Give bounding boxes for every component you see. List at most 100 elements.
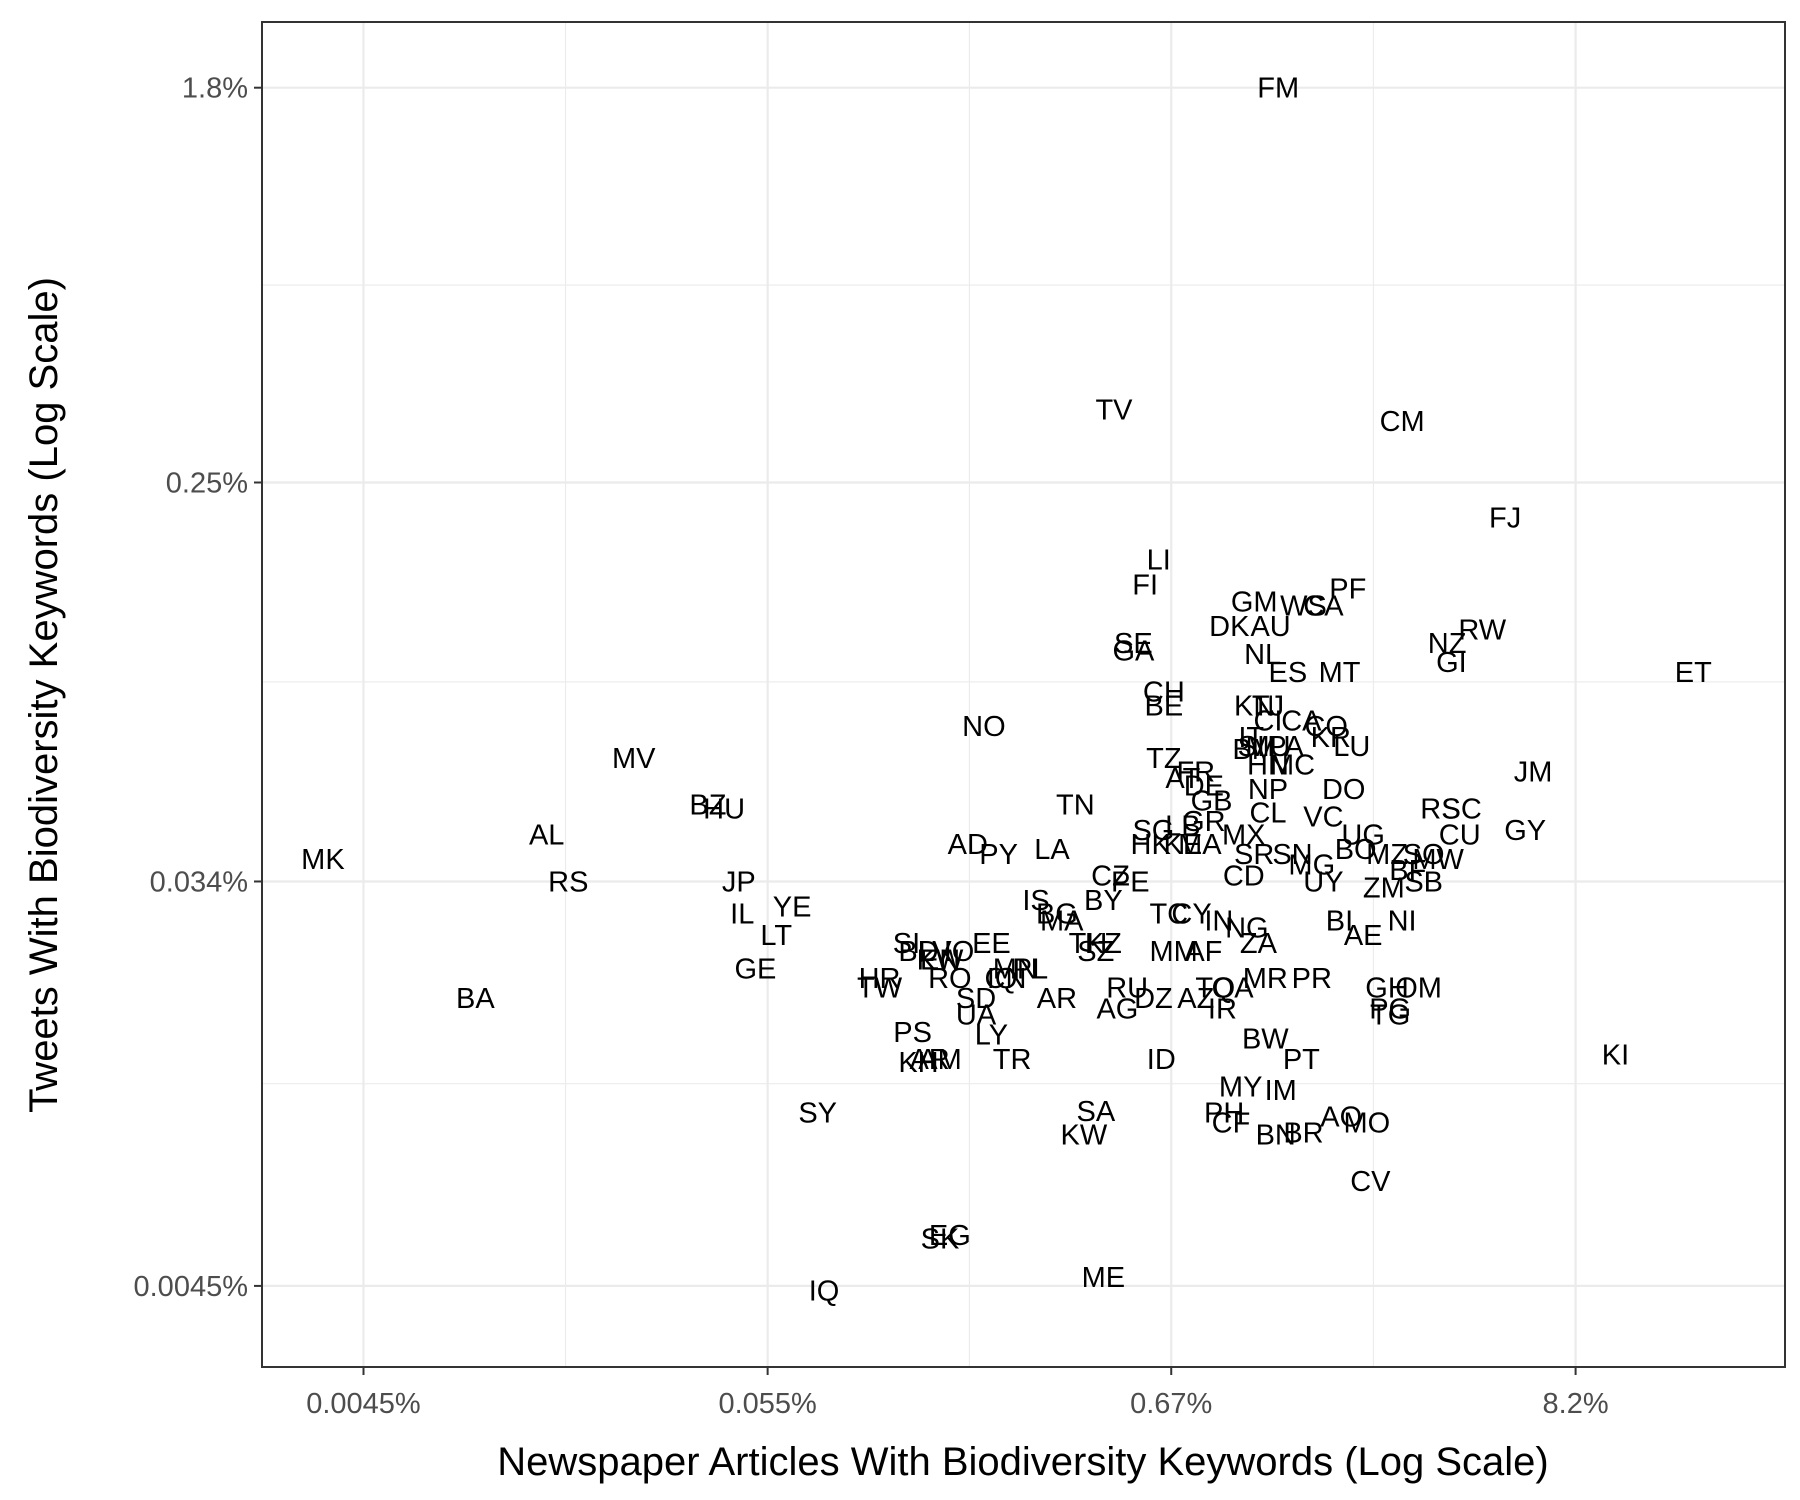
point-label-hn: HN	[1247, 750, 1289, 782]
point-label-rs: RS	[1420, 793, 1460, 825]
point-label-pt: PT	[1283, 1044, 1320, 1076]
point-label-bm: BM	[1232, 734, 1276, 766]
point-label-ma: MA	[1178, 829, 1222, 861]
y-tick-label: 0.034%	[150, 866, 248, 898]
point-label-mz: MZ	[1366, 839, 1408, 871]
point-label-am: AM	[918, 1044, 962, 1076]
point-label-li: LI	[1147, 545, 1171, 577]
point-label-gr: GR	[1182, 806, 1226, 838]
point-label-ro: RO	[928, 963, 972, 995]
point-label-ws: WS	[1280, 591, 1327, 623]
point-label-fm: FM	[1257, 73, 1299, 105]
point-label-ph: PH	[1204, 1098, 1244, 1130]
point-label-ua: UA	[956, 999, 997, 1031]
point-label-bz: BZ	[689, 789, 726, 821]
point-label-by: BY	[1084, 885, 1123, 917]
point-label-dz: DZ	[1134, 983, 1173, 1015]
point-label-ng: NG	[1225, 913, 1269, 945]
point-label-ag: AG	[1096, 994, 1138, 1026]
point-label-mc: MC	[1270, 750, 1315, 782]
point-label-at: AT	[1165, 763, 1200, 795]
point-label-au: AU	[1250, 611, 1290, 643]
point-label-do: DO	[1322, 774, 1366, 806]
point-label-jm: JM	[1514, 756, 1553, 788]
point-label-pa: PA	[1267, 731, 1304, 763]
point-label-bn: BN	[1256, 1119, 1296, 1151]
point-label-pf: PF	[1329, 574, 1366, 606]
point-label-tn: TN	[1056, 789, 1095, 821]
point-label-ga: GA	[1112, 635, 1155, 667]
point-label-cu: CU	[1439, 820, 1481, 852]
point-label-nz: NZ	[1428, 628, 1467, 660]
point-label-cm: CM	[1380, 406, 1425, 438]
point-label-co: CO	[1304, 711, 1348, 743]
point-label-tr: TR	[993, 1044, 1032, 1076]
point-label-tc: TC	[1149, 898, 1188, 930]
point-label-kn: KN	[1234, 690, 1274, 722]
point-label-uy: UY	[1303, 866, 1343, 898]
point-label-ug: UG	[1341, 820, 1385, 852]
point-label-pg: PG	[1369, 994, 1411, 1026]
point-label-kw: KW	[1061, 1119, 1108, 1151]
point-label-zm: ZM	[1363, 872, 1405, 904]
point-label-cv: CV	[1350, 1166, 1391, 1198]
point-label-rs: RS	[548, 866, 588, 898]
point-label-jp: JP	[722, 866, 756, 898]
point-label-pe: PE	[1111, 866, 1150, 898]
point-label-ca: CA	[1303, 591, 1344, 623]
point-label-sn: SN	[1272, 839, 1312, 871]
x-tick-label: 0.67%	[1130, 1388, 1212, 1420]
point-label-me: ME	[1082, 1262, 1126, 1294]
point-label-fi: FI	[1132, 570, 1158, 602]
point-label-to: TO	[1195, 973, 1235, 1005]
point-label-is: IS	[1022, 885, 1049, 917]
point-label-eg: EG	[929, 1220, 971, 1252]
x-tick-label: 0.0045%	[306, 1388, 421, 1420]
point-label-tv: TV	[1095, 395, 1133, 427]
point-label-si: SI	[893, 928, 920, 960]
point-label-ly: LY	[975, 1020, 1008, 1052]
point-label-az: AZ	[1177, 983, 1214, 1015]
point-label-dk: DK	[1209, 611, 1250, 643]
point-label-bo: BO	[1335, 834, 1377, 866]
x-tick-label: 0.055%	[718, 1388, 816, 1420]
point-label-my: MY	[1219, 1071, 1263, 1103]
point-label-om: OM	[1395, 973, 1442, 1005]
major-gridlines	[262, 22, 1785, 1367]
panel-border	[261, 21, 1786, 1368]
point-label-im: IM	[1265, 1075, 1297, 1107]
point-label-il: IL	[730, 898, 754, 930]
point-label-lv: LV	[918, 936, 952, 968]
point-label-lb: LB	[1165, 810, 1200, 842]
point-label-py: PY	[979, 839, 1018, 871]
point-label-kw: KW	[917, 945, 964, 977]
point-label-mo: MO	[1343, 1107, 1390, 1139]
point-label-za: ZA	[1240, 928, 1278, 960]
point-label-ci: CI	[1253, 706, 1282, 738]
minor-gridlines	[262, 22, 1785, 1367]
point-label-se: SE	[1114, 628, 1153, 660]
point-label-ae: AE	[1344, 920, 1383, 952]
point-label-mm: MM	[1149, 936, 1197, 968]
point-label-cd: CD	[1223, 861, 1265, 893]
point-label-si: SI	[1238, 731, 1265, 763]
point-label-nl: NL	[1244, 639, 1281, 671]
point-label-gh: GH	[1365, 973, 1409, 1005]
point-label-et: ET	[1675, 657, 1712, 689]
x-tick-label: 8.2%	[1543, 1388, 1609, 1420]
point-label-ru: RU	[1106, 973, 1148, 1005]
point-label-ad: AD	[948, 829, 988, 861]
point-label-lt: LT	[760, 920, 792, 952]
point-label-fj: FJ	[1489, 502, 1521, 534]
point-label-mw: MW	[1412, 844, 1464, 876]
point-label-gy: GY	[1504, 815, 1546, 847]
point-label-mn: MN	[993, 954, 1038, 986]
point-label-no: NO	[962, 711, 1006, 743]
point-label-sb: SB	[1404, 866, 1443, 898]
y-tick-label: 0.25%	[166, 467, 248, 499]
point-label-pl: PL	[1013, 954, 1048, 986]
y-tick-label: 0.0045%	[134, 1271, 249, 1303]
point-label-tz: TZ	[1146, 743, 1181, 775]
point-label-ke: KE	[1164, 829, 1203, 861]
